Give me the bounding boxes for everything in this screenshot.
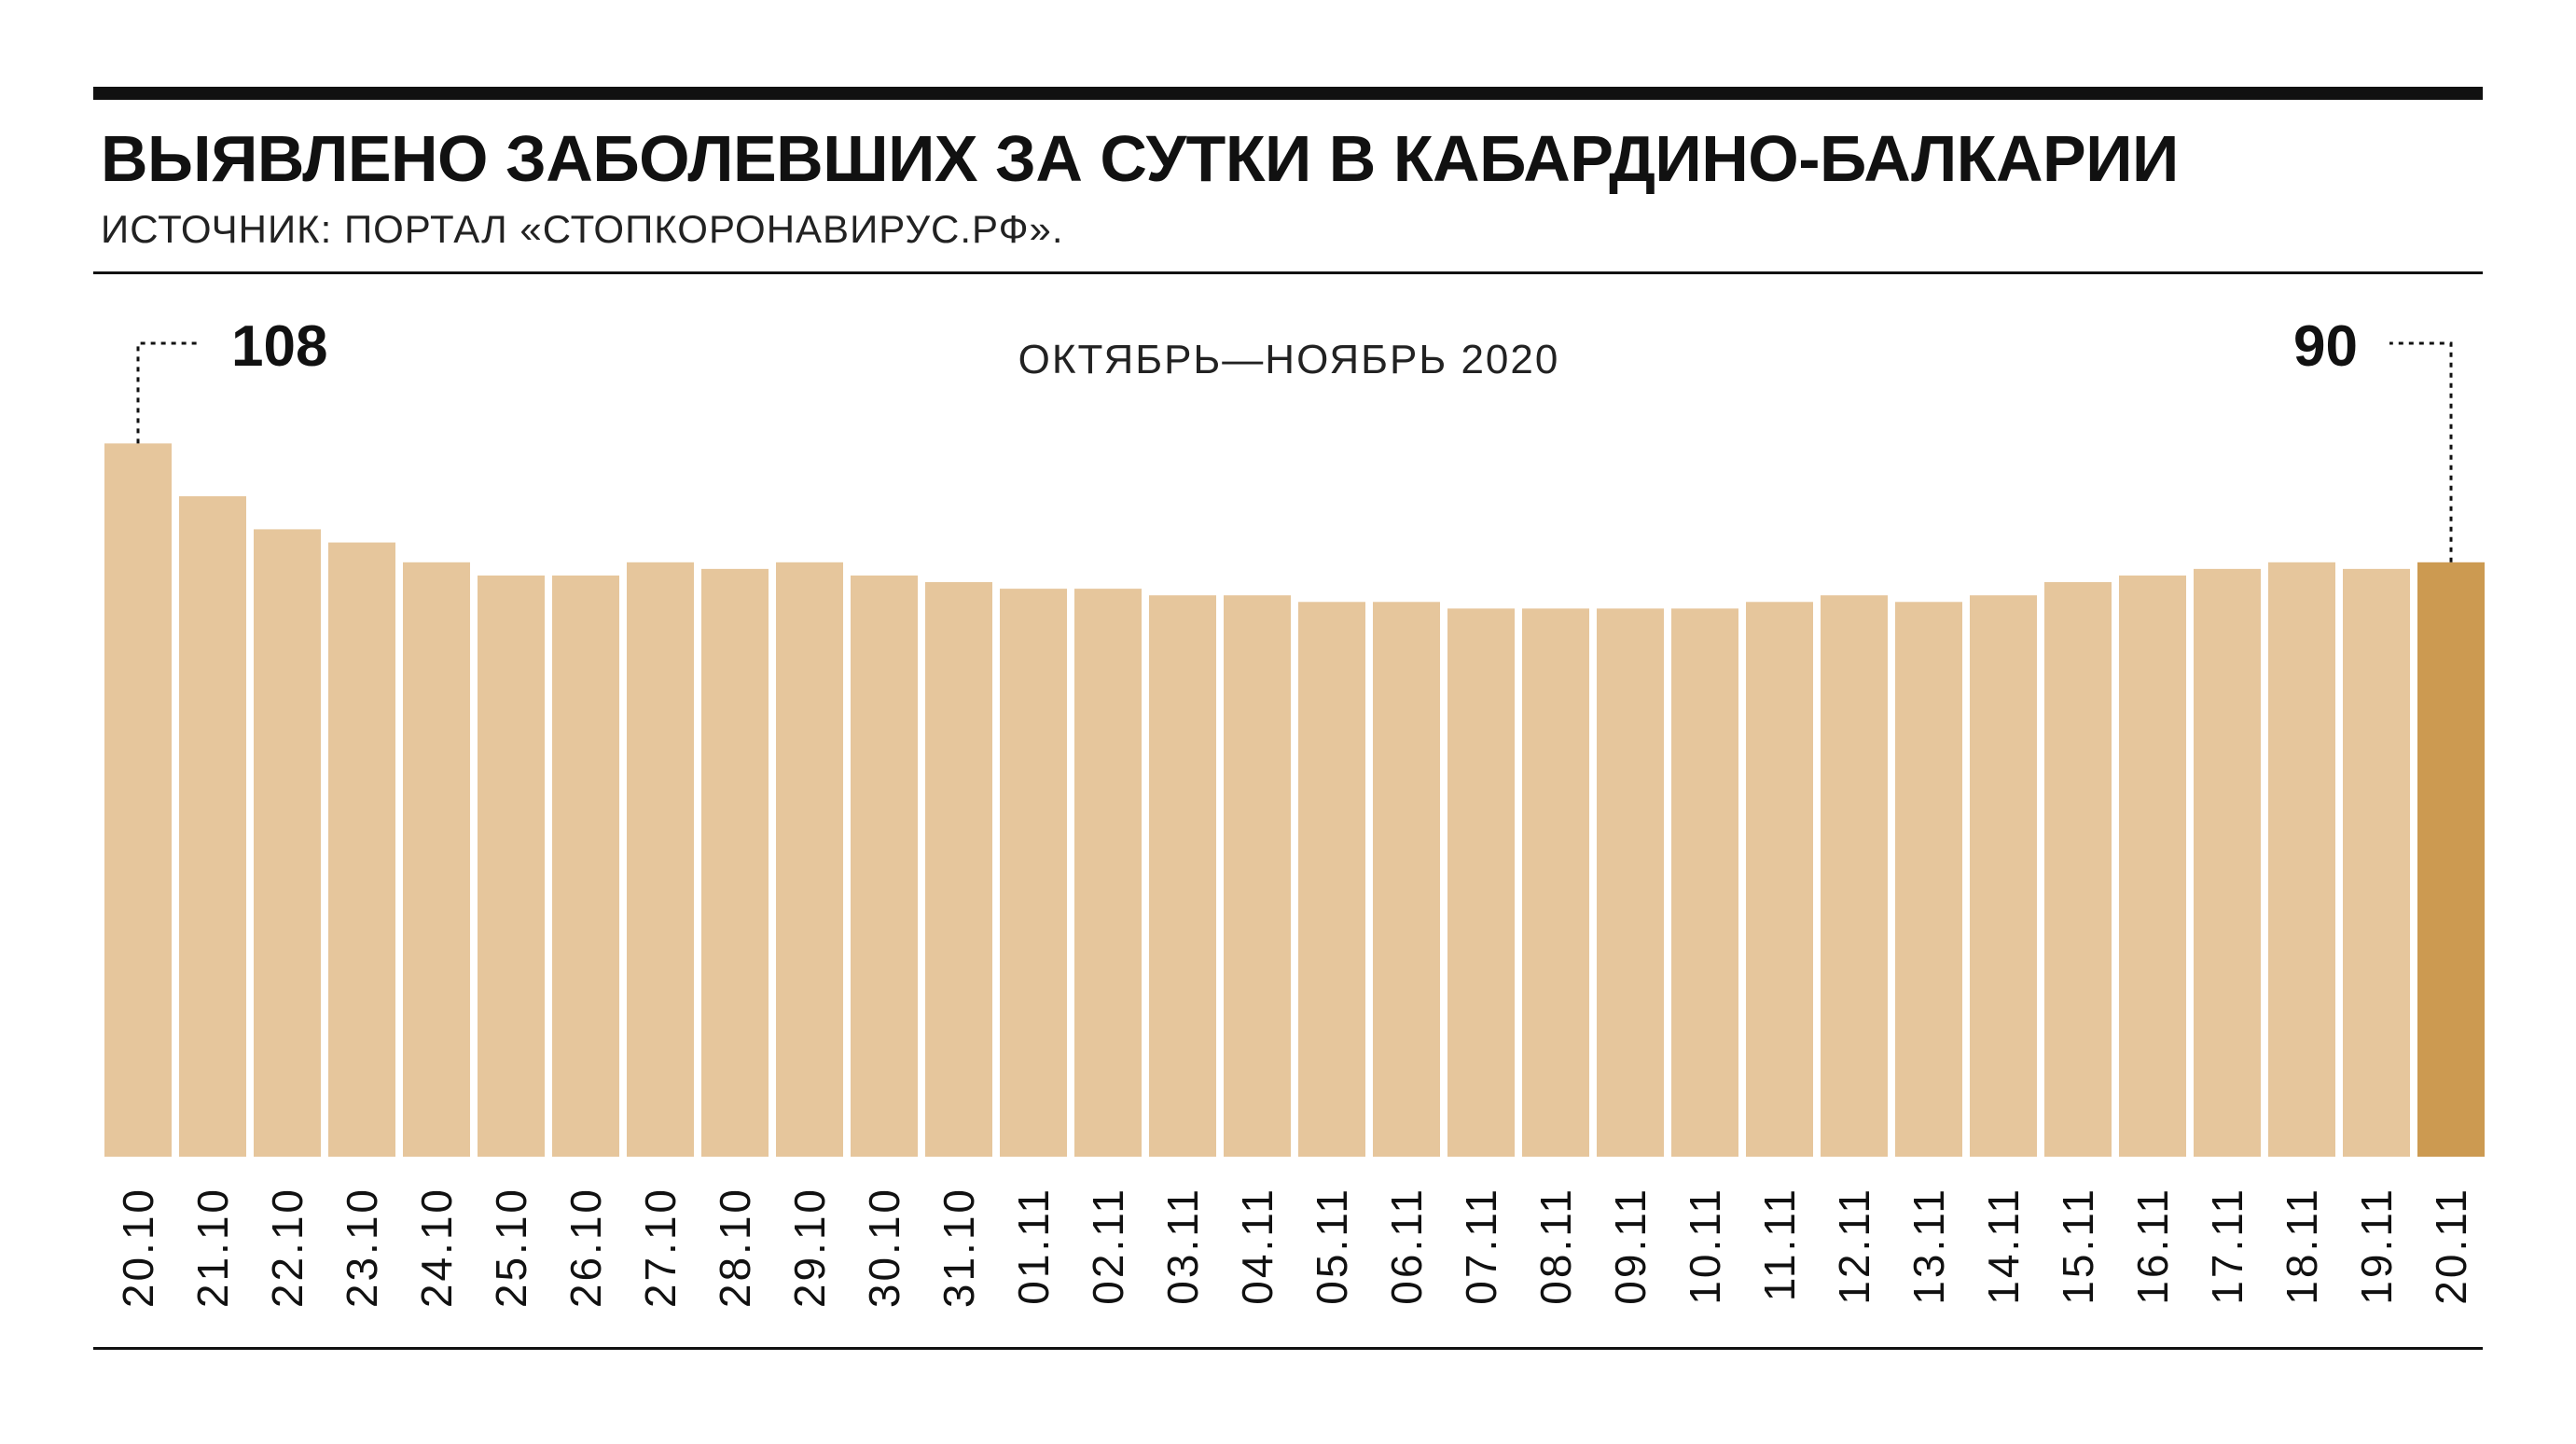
bar-26.10 bbox=[552, 575, 619, 1157]
middle-rule bbox=[93, 271, 2483, 274]
x-tick-label: 08.11 bbox=[1531, 1187, 1580, 1305]
bar-27.10 bbox=[627, 562, 694, 1157]
bar-05.11 bbox=[1298, 602, 1365, 1157]
x-tick-label: 06.11 bbox=[1382, 1187, 1431, 1305]
x-tick-label: 25.10 bbox=[487, 1187, 535, 1308]
x-tick-label: 16.11 bbox=[2128, 1187, 2177, 1305]
x-tick-label: 26.10 bbox=[561, 1187, 610, 1308]
x-tick-label: 04.11 bbox=[1233, 1187, 1281, 1305]
bar-28.10 bbox=[701, 568, 769, 1157]
bar-22.10 bbox=[254, 529, 321, 1157]
bottom-rule bbox=[93, 1347, 2483, 1350]
bar-04.11 bbox=[1224, 595, 1291, 1157]
bar-02.11 bbox=[1074, 589, 1142, 1157]
x-tick-label: 15.11 bbox=[2054, 1187, 2102, 1305]
x-tick-label: 20.10 bbox=[114, 1187, 162, 1308]
x-tick-label: 30.10 bbox=[860, 1187, 908, 1308]
source-note: ИСТОЧНИК: ПОРТАЛ «СТОПКОРОНАВИРУС.РФ». bbox=[101, 207, 1064, 251]
x-tick-label: 17.11 bbox=[2203, 1187, 2251, 1305]
annotation-leader-line bbox=[2389, 341, 2453, 562]
top-rule bbox=[93, 87, 2483, 100]
x-tick-label: 19.11 bbox=[2352, 1187, 2401, 1305]
bar-16.11 bbox=[2119, 575, 2186, 1157]
x-tick-label: 11.11 bbox=[1755, 1187, 1804, 1301]
bar-12.11 bbox=[1821, 595, 1888, 1157]
x-tick-label: 12.11 bbox=[1830, 1187, 1878, 1305]
x-tick-label: 09.11 bbox=[1606, 1187, 1655, 1305]
x-tick-label: 02.11 bbox=[1084, 1187, 1132, 1305]
x-tick-label: 13.11 bbox=[1904, 1187, 1953, 1305]
bar-14.11 bbox=[1970, 595, 2037, 1157]
bar-13.11 bbox=[1895, 602, 1962, 1157]
x-tick-label: 27.10 bbox=[636, 1187, 685, 1308]
x-tick-label: 31.10 bbox=[935, 1187, 983, 1308]
bars-group bbox=[104, 443, 2485, 1157]
bar-30.10 bbox=[851, 575, 918, 1157]
bar-25.10 bbox=[478, 575, 545, 1157]
bar-20.11 bbox=[2417, 562, 2485, 1157]
bar-03.11 bbox=[1149, 595, 1216, 1157]
title-region: КАБАРДИНО-БАЛКАРИИ bbox=[1392, 122, 2180, 195]
chart-period-label: ОКТЯБРЬ—НОЯБРЬ 2020 bbox=[1018, 337, 1560, 382]
chart-title: ВЫЯВЛЕНО ЗАБОЛЕВШИХ ЗА СУТКИ В КАБАРДИНО… bbox=[101, 117, 2179, 201]
bar-09.11 bbox=[1597, 608, 1664, 1157]
bar-15.11 bbox=[2044, 582, 2112, 1157]
bar-08.11 bbox=[1522, 608, 1589, 1157]
bar-19.11 bbox=[2343, 568, 2410, 1157]
bar-21.10 bbox=[179, 496, 246, 1157]
bar-01.11 bbox=[1000, 589, 1067, 1157]
x-tick-label: 23.10 bbox=[338, 1187, 386, 1308]
bar-06.11 bbox=[1373, 602, 1440, 1157]
x-tick-label: 14.11 bbox=[1979, 1187, 2028, 1305]
bar-10.11 bbox=[1671, 608, 1738, 1157]
x-tick-label: 07.11 bbox=[1457, 1187, 1505, 1305]
x-tick-label: 28.10 bbox=[711, 1187, 759, 1308]
bar-24.10 bbox=[403, 562, 470, 1157]
x-tick-label: 10.11 bbox=[1681, 1187, 1729, 1305]
x-tick-label: 29.10 bbox=[785, 1187, 834, 1308]
bar-20.10 bbox=[104, 443, 172, 1157]
x-tick-label: 20.11 bbox=[2427, 1187, 2475, 1305]
bar-18.11 bbox=[2268, 562, 2335, 1157]
title-regular: ВЫЯВЛЕНО ЗАБОЛЕВШИХ ЗА СУТКИ В bbox=[101, 122, 1393, 195]
bar-17.11 bbox=[2194, 568, 2261, 1157]
bar-29.10 bbox=[776, 562, 843, 1157]
x-tick-label: 01.11 bbox=[1009, 1187, 1058, 1305]
x-tick-labels: 20.10 21.10 22.10 23.10 24.10 25.10 26.10 27.10… bbox=[114, 1187, 2475, 1308]
x-tick-label: 18.11 bbox=[2278, 1187, 2326, 1305]
bar-07.11 bbox=[1447, 608, 1515, 1157]
bar-11.11 bbox=[1746, 602, 1813, 1157]
x-tick-label: 05.11 bbox=[1308, 1187, 1356, 1305]
annotation-leader-line bbox=[136, 341, 200, 444]
x-tick-label: 24.10 bbox=[412, 1187, 461, 1308]
data-label-20.10: 108 bbox=[231, 314, 327, 379]
x-tick-label: 22.10 bbox=[263, 1187, 312, 1308]
annotations-group: 108 90 bbox=[136, 314, 2453, 562]
x-tick-label: 03.11 bbox=[1158, 1187, 1207, 1305]
x-tick-label: 21.10 bbox=[188, 1187, 237, 1308]
bar-31.10 bbox=[925, 582, 992, 1157]
data-label-20.11: 90 bbox=[2293, 314, 2358, 379]
bar-23.10 bbox=[328, 542, 395, 1157]
